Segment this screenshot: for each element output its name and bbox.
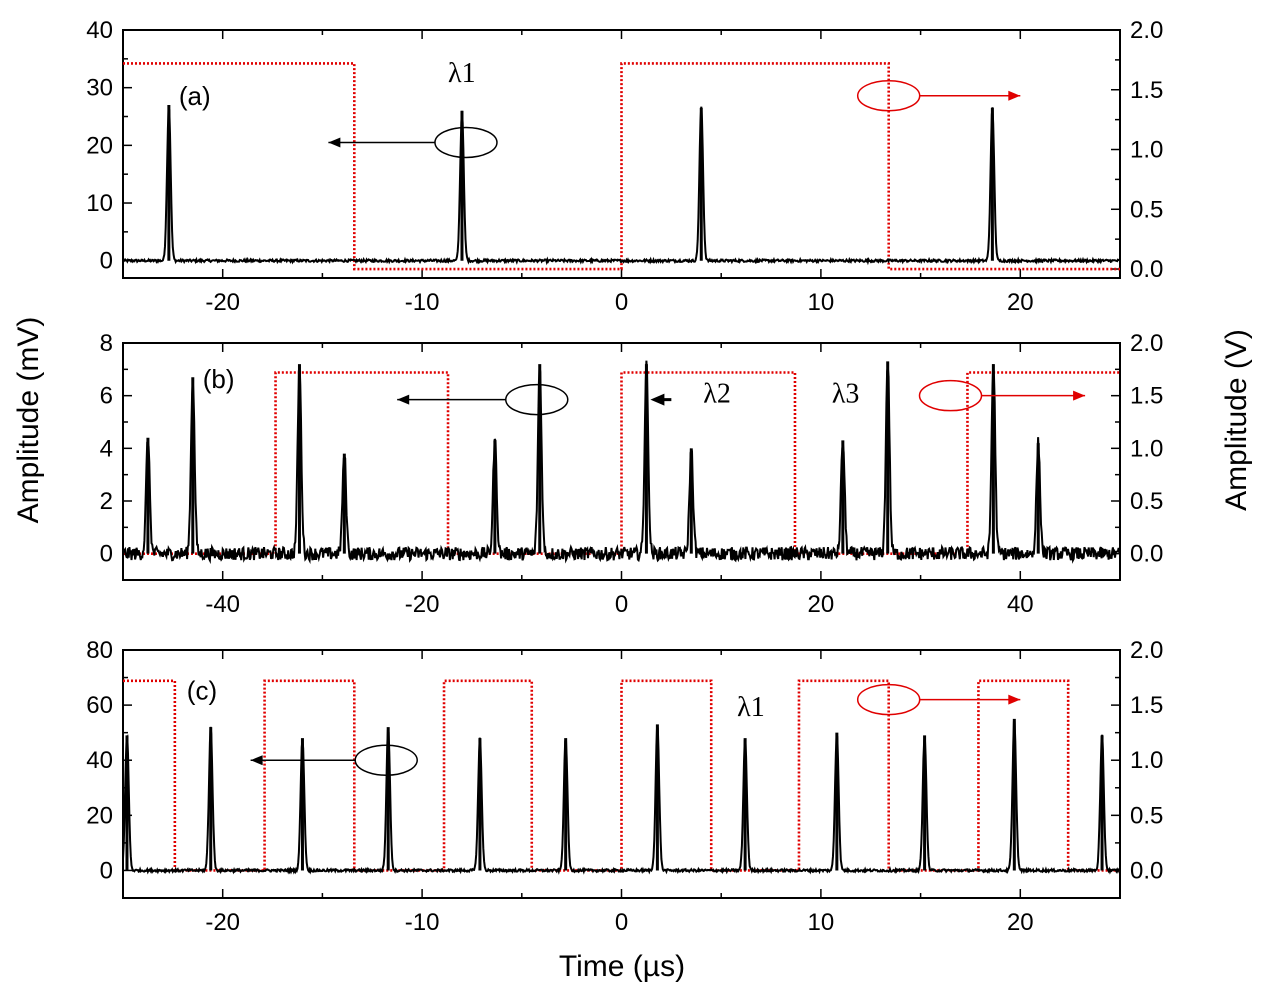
y-tick-label: 4 [100, 435, 113, 462]
y2-tick-label: 2.0 [1130, 330, 1163, 357]
y-tick-label: 20 [86, 132, 113, 159]
axis-indicator-ellipse [434, 126, 498, 159]
x-tick-label: 40 [1007, 591, 1034, 618]
y-tick-label: 30 [86, 75, 113, 102]
pulse-trace [123, 720, 1120, 875]
arrowhead [250, 755, 263, 766]
y-tick-label: 0 [100, 857, 113, 884]
panel-b: -40 -20 0 20 40 0 2 4 6 8 0.0 0.5 1.0 1.5 2.0 (b) λ2 λ3 [100, 330, 1164, 618]
y-tick-label: 60 [86, 692, 113, 719]
x-axis-title: Time (µs) [559, 950, 685, 983]
arrowhead [650, 393, 665, 406]
plot-area [123, 360, 1120, 565]
y2-tick-label: 0.5 [1130, 802, 1163, 829]
y-tick-label: 40 [86, 17, 113, 44]
y2-tick-label: 2.0 [1130, 17, 1163, 44]
gate-signal-trace [123, 371, 1120, 555]
x-tick-label: 0 [615, 289, 628, 316]
wavelength-label: λ1 [737, 692, 765, 723]
y-tick-label: 0 [100, 248, 113, 275]
y2-tick-label: 0.0 [1130, 541, 1163, 568]
arrowhead [1008, 694, 1021, 705]
axis-indicator-ellipse [505, 383, 569, 416]
plot-area [123, 679, 1120, 875]
arrowhead [1008, 90, 1021, 101]
panel-a: -20 -10 0 10 20 0 10 20 30 40 0.0 0.5 1.0 1.5 2.0 λ1 (a) [86, 17, 1163, 316]
x-tick-label: 20 [1007, 289, 1034, 316]
left-axis-title: Amplitude (mV) [12, 317, 45, 524]
pulse-trace [123, 106, 1120, 266]
plot-area [123, 62, 1120, 271]
y2-tick-label: 1.5 [1130, 383, 1163, 410]
y-tick-label: 10 [86, 190, 113, 217]
x-tick-label: 20 [808, 591, 835, 618]
x-tick-label: 20 [1007, 909, 1034, 936]
y2-tick-label: 1.5 [1130, 692, 1163, 719]
panels-group: -20 -10 0 10 200102030400.00.51.01.52.0λ1(a)… [86, 17, 1163, 936]
axis-indicator-ellipse [918, 379, 983, 412]
y2-tick-label: 0.0 [1130, 857, 1163, 884]
y2-tick-label: 1.0 [1130, 747, 1163, 774]
y2-tick-label: 1.0 [1130, 435, 1163, 462]
x-tick-label: -10 [405, 909, 440, 936]
x-tick-label: -10 [405, 289, 440, 316]
x-tick-label: -20 [405, 591, 440, 618]
y-tick-label: 6 [100, 383, 113, 410]
gate-signal-trace [123, 679, 1120, 872]
y2-tick-label: 0.0 [1130, 256, 1163, 283]
wavelength-label: λ1 [448, 58, 476, 89]
y2-tick-label: 0.5 [1130, 196, 1163, 223]
wavelength-label: λ2 [703, 378, 731, 409]
y-tick-label: 8 [100, 330, 113, 357]
y2-tick-label: 1.5 [1130, 77, 1163, 104]
x-tick-label: 10 [808, 289, 835, 316]
x-tick-label: -20 [205, 289, 240, 316]
x-tick-label: -40 [205, 591, 240, 618]
arrowhead [328, 137, 341, 148]
wavelength-label: λ3 [832, 378, 860, 409]
x-tick-label: 10 [808, 909, 835, 936]
gate-signal-trace [123, 62, 1120, 271]
arrowhead [1073, 390, 1086, 401]
y-tick-label: 40 [86, 747, 113, 774]
y-tick-label: 0 [100, 541, 113, 568]
x-tick-label: -20 [205, 909, 240, 936]
y2-tick-label: 2.0 [1130, 637, 1163, 664]
x-tick-label: 0 [615, 909, 628, 936]
pulse-trace [123, 360, 1120, 565]
y-tick-label: 80 [86, 637, 113, 664]
y2-tick-label: 0.5 [1130, 488, 1163, 515]
x-tick-label: 0 [615, 591, 628, 618]
panel-label: (b) [203, 364, 235, 394]
right-axis-title: Amplitude (V) [1220, 329, 1253, 511]
panel-label: (c) [187, 676, 217, 706]
arrowhead [397, 394, 410, 405]
panel-c: -20 -10 0 10 20 0 20 40 60 80 0.0 0.5 1.0 1.5 2.0 (c) λ1 [86, 637, 1163, 936]
y2-tick-label: 1.0 [1130, 137, 1163, 164]
y-tick-label: 20 [86, 802, 113, 829]
y-tick-label: 2 [100, 488, 113, 515]
panel-label: (a) [179, 81, 211, 111]
